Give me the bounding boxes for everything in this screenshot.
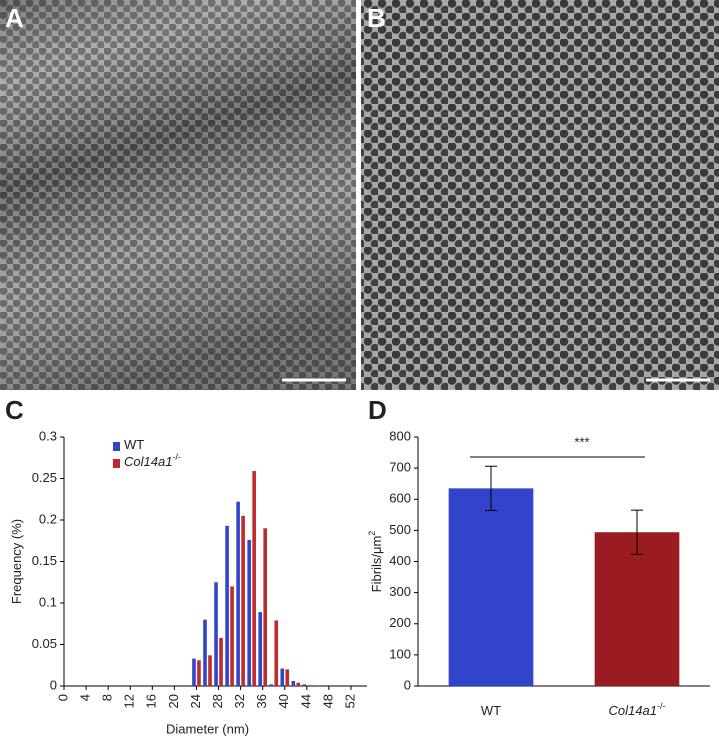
bar [214, 582, 218, 686]
y-tick-label: 0.3 [39, 428, 57, 443]
y-tick-label: 0.1 [39, 594, 57, 609]
y-tick-label: 800 [389, 428, 411, 443]
micrograph-b [361, 0, 719, 390]
x-tick-label: 12 [122, 694, 137, 708]
label-text: WT [124, 437, 144, 452]
bar [296, 682, 301, 686]
label-text: Frequency (%) [9, 519, 24, 604]
x-tick-label: 36 [254, 694, 269, 708]
x-tick-label: 4 [78, 694, 93, 701]
y-tick-label: 0.25 [32, 470, 57, 485]
y-tick-label: 400 [389, 553, 411, 568]
x-tick-label: 16 [144, 694, 159, 708]
bar [263, 528, 267, 686]
y-tick-label: 0 [404, 677, 411, 692]
label-superscript: 2 [367, 531, 377, 536]
x-tick-label: 44 [298, 694, 313, 708]
y-tick-label: 0 [50, 677, 57, 692]
x-tick-label: Col14a1-/- [609, 701, 666, 718]
bar [307, 685, 312, 686]
bar [208, 655, 212, 686]
bar [225, 525, 229, 686]
label-superscript: -/- [657, 701, 666, 711]
panel-label: D [368, 395, 387, 425]
panel-label: A [5, 3, 24, 33]
y-tick-label: 0.15 [32, 553, 57, 568]
x-tick-label: 0 [55, 694, 70, 701]
legend-swatch [113, 459, 120, 468]
label-text: WT [481, 703, 501, 718]
bar [448, 488, 534, 686]
bar [236, 501, 240, 686]
y-tick-label: 600 [389, 491, 411, 506]
y-tick-label: 100 [389, 646, 411, 661]
bar [252, 471, 256, 686]
y-tick-label: 0.2 [39, 511, 57, 526]
bar [230, 586, 234, 686]
label-superscript: -/- [172, 452, 181, 462]
bar [192, 658, 196, 686]
x-tick-label: WT [481, 703, 501, 718]
x-tick-label: 40 [276, 694, 291, 708]
bar [302, 684, 307, 686]
label-text: Col14a1 [124, 454, 172, 469]
y-tick-label: 0.05 [32, 636, 57, 651]
bar [291, 681, 296, 686]
legend-label: WT [124, 437, 144, 452]
bar [269, 684, 274, 686]
x-tick-label: 52 [342, 694, 357, 708]
x-tick-label: 24 [188, 694, 203, 708]
panel-label: B [367, 3, 386, 33]
y-axis-label: Frequency (%) [9, 519, 24, 604]
bar [258, 612, 262, 686]
x-tick-label: 32 [232, 694, 247, 708]
x-tick-label: 48 [320, 694, 335, 708]
x-tick-label: 8 [100, 694, 115, 701]
bar [274, 620, 279, 686]
panel-label: C [5, 395, 24, 425]
y-axis-label: Fibrils/μm2 [367, 531, 384, 593]
micrograph-a [0, 0, 356, 390]
bar [203, 619, 207, 686]
bar [247, 539, 251, 686]
bar [280, 668, 285, 686]
legend-label: Col14a1-/- [124, 452, 181, 469]
y-tick-label: 200 [389, 615, 411, 630]
x-axis-label: Diameter (nm) [166, 721, 249, 736]
label-text: Col14a1 [609, 703, 657, 718]
x-tick-label: 20 [166, 694, 181, 708]
y-tick-label: 700 [389, 460, 411, 475]
y-tick-label: 500 [389, 522, 411, 537]
x-tick-label: 28 [210, 694, 225, 708]
bar [241, 515, 245, 686]
bar [197, 660, 201, 686]
bar [285, 669, 290, 686]
bar [594, 532, 680, 686]
y-tick-label: 300 [389, 584, 411, 599]
annotation: *** [574, 434, 589, 449]
legend-swatch [113, 442, 120, 451]
bar [219, 637, 223, 686]
label-text: Fibrils/μm [369, 536, 384, 593]
